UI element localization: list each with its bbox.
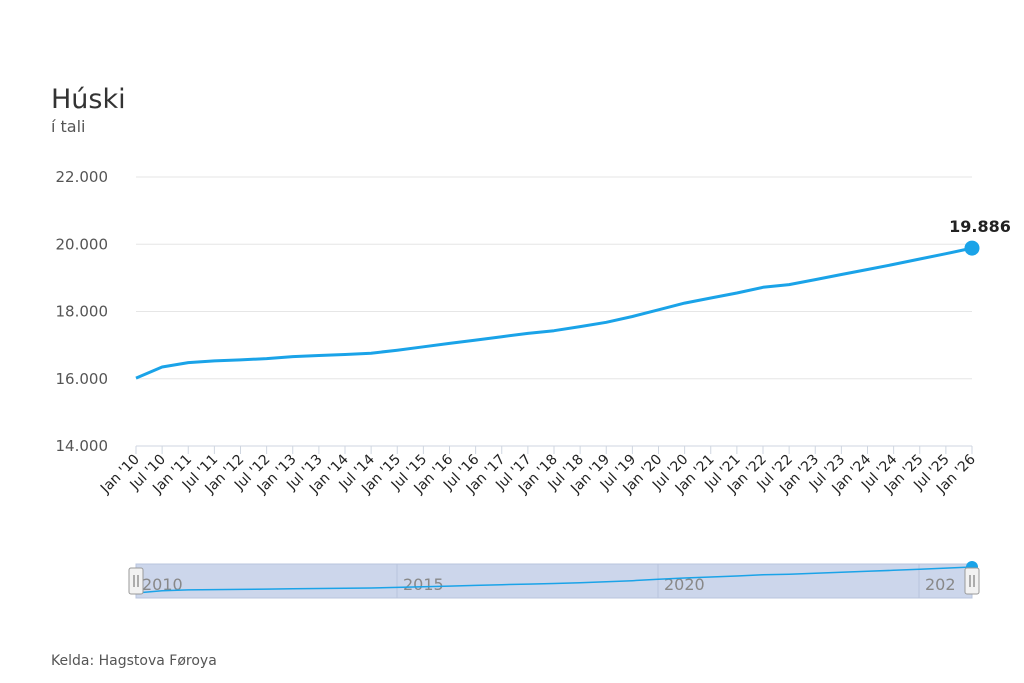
navigator-series-line — [135, 566, 973, 594]
chart-title: Húski — [51, 84, 126, 115]
navigator-range[interactable] — [135, 563, 973, 599]
handle-body[interactable] — [128, 567, 144, 595]
navigator-label: 2010 — [142, 575, 183, 594]
navigator-label: 2020 — [664, 575, 705, 594]
navigator[interactable]: 2010 2015 2020 202 — [128, 561, 980, 599]
navigator-label: 202 — [925, 575, 956, 594]
y-tick-label: 18.000 — [56, 303, 109, 321]
y-tick-label: 22.000 — [56, 168, 109, 186]
y-tick-label: 14.000 — [56, 437, 109, 455]
y-tick-label: 20.000 — [56, 235, 109, 253]
last-point-marker[interactable] — [964, 240, 980, 256]
grid-lines — [136, 176, 972, 447]
last-point-label: 19.886 — [949, 217, 1011, 236]
series-line[interactable] — [135, 246, 973, 380]
y-axis: 14.000 16.000 18.000 20.000 22.000 — [56, 168, 109, 455]
navigator-handle-right[interactable] — [964, 567, 980, 595]
chart-subtitle: í tali — [51, 117, 86, 136]
y-tick-label: 16.000 — [56, 370, 109, 388]
navigator-handle-left[interactable] — [128, 567, 144, 595]
series-layer: 19.886 — [135, 217, 1011, 380]
handle-body[interactable] — [964, 567, 980, 595]
source-credit[interactable]: Kelda: Hagstova Føroya — [51, 653, 217, 669]
navigator-label: 2015 — [403, 575, 444, 594]
